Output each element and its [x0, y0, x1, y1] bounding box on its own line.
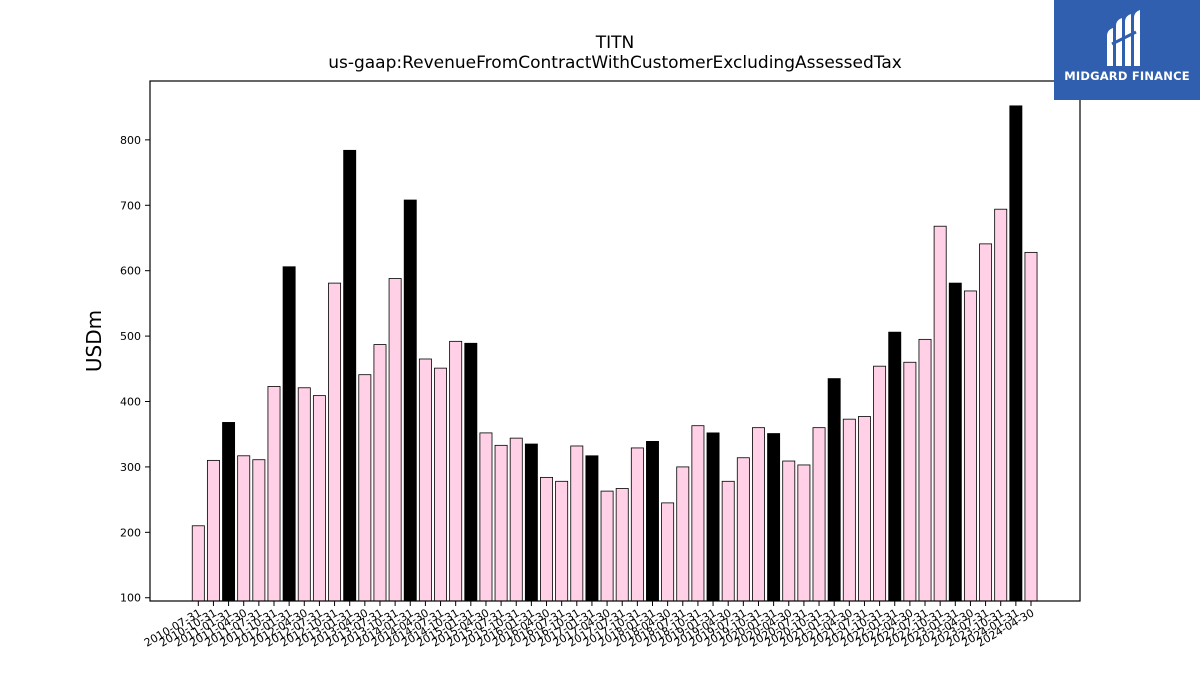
- midgard-finance-logo-icon: [1107, 10, 1140, 66]
- bar-2014-07-31: [434, 367, 447, 602]
- y-axis-label: USDm: [82, 310, 106, 372]
- bar-2017-07-31: [615, 488, 629, 602]
- bar-2021-04-30: [842, 418, 856, 602]
- y-tick-label: 200: [120, 526, 141, 539]
- bar-2020-01-31: [767, 433, 781, 602]
- bar-2016-10-31: [570, 445, 584, 602]
- y-tick-label: 700: [120, 199, 141, 212]
- bar-2022-04-30: [903, 361, 917, 602]
- bar-2011-04-30: [237, 455, 251, 602]
- y-axis-ticks: 100 200 300 400 500 600 700 800: [120, 134, 150, 605]
- bar-2023-07-31: [979, 243, 993, 602]
- bar-2015-01-31: [464, 342, 478, 602]
- bar-2010-10-31: [206, 459, 220, 602]
- bar-2015-10-31: [509, 437, 523, 602]
- bar-2011-10-31: [267, 386, 281, 602]
- y-tick-label: 600: [120, 265, 141, 278]
- bar-2021-01-31: [827, 378, 841, 602]
- y-tick-label: 100: [120, 592, 141, 605]
- bar-2017-04-30: [600, 490, 614, 602]
- x-axis-ticks: 2010-07-312010-10-312011-01-312011-04-30…: [142, 601, 1037, 650]
- bar-2017-01-31: [585, 455, 599, 602]
- bar-2012-04-30: [297, 387, 311, 602]
- bar-2017-10-31: [630, 447, 644, 602]
- bar-2015-07-31: [494, 444, 508, 602]
- bar-2023-10-31: [994, 208, 1008, 602]
- bar-2022-10-31: [933, 225, 947, 602]
- bar-2012-01-31: [282, 266, 296, 602]
- bar-2012-10-31: [328, 282, 342, 602]
- y-tick-label: 500: [120, 330, 141, 343]
- y-tick-label: 300: [120, 461, 141, 474]
- bar-2021-07-31: [858, 416, 871, 602]
- bar-2013-04-30: [358, 374, 372, 602]
- bar-2019-04-30: [721, 480, 735, 602]
- bar-2019-07-31: [736, 457, 750, 602]
- bar-2024-01-31: [1009, 105, 1023, 602]
- brand-name: MIDGARD FINANCE: [1064, 69, 1190, 83]
- bar-2013-10-31: [388, 278, 402, 602]
- bar-2016-07-31: [555, 480, 569, 602]
- bar-2011-07-31: [252, 459, 266, 602]
- bar-2019-01-31: [706, 432, 720, 602]
- bar-2024-04-30: [1024, 251, 1038, 602]
- plot-frame: [149, 80, 1081, 602]
- chart-subtitle: us-gaap:RevenueFromContractWithCustomerE…: [328, 53, 902, 73]
- bars-group: [191, 105, 1038, 602]
- bar-2014-04-30: [418, 358, 432, 602]
- bar-2023-04-30: [963, 290, 977, 602]
- bar-2016-01-31: [524, 443, 538, 602]
- bar-2012-07-31: [312, 395, 326, 602]
- bar-2018-07-31: [676, 466, 690, 602]
- bar-2013-07-31: [373, 344, 387, 602]
- bar-2010-07-31: [191, 525, 205, 602]
- bar-2018-10-31: [691, 425, 705, 602]
- bar-2020-10-31: [812, 427, 826, 602]
- chart-title: TITN: [595, 33, 635, 53]
- bar-2020-07-31: [797, 464, 811, 602]
- bar-2015-04-30: [479, 432, 493, 602]
- bar-2011-01-31: [222, 422, 236, 602]
- bar-2023-01-31: [948, 282, 962, 602]
- bar-2022-07-31: [918, 338, 932, 602]
- bar-2014-01-31: [403, 199, 417, 602]
- bar-2013-01-31: [343, 149, 357, 602]
- bar-2019-10-31: [752, 427, 765, 602]
- brand-logo: MIDGARD FINANCE: [1054, 0, 1200, 100]
- bar-2021-10-31: [873, 365, 887, 602]
- bar-2020-04-30: [782, 460, 796, 602]
- bar-2022-01-31: [888, 331, 902, 602]
- bar-2018-04-30: [661, 502, 675, 602]
- bar-2014-10-31: [449, 340, 463, 602]
- bar-2018-01-31: [646, 440, 659, 602]
- y-tick-label: 800: [120, 134, 141, 147]
- bar-2016-04-30: [540, 476, 553, 602]
- y-tick-label: 400: [120, 396, 141, 409]
